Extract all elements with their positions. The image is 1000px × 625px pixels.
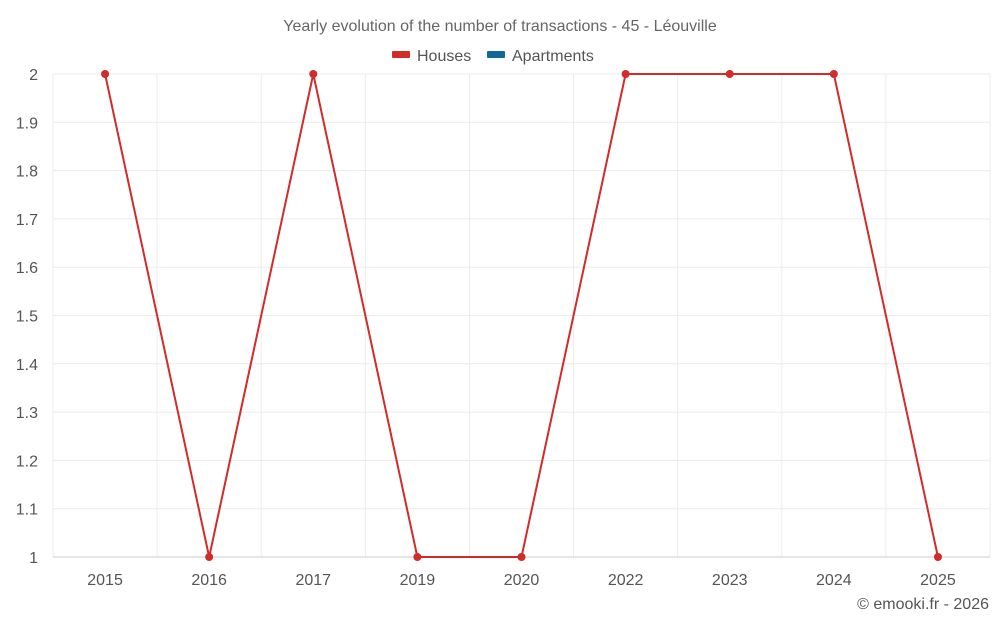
legend: Houses Apartments [392, 48, 594, 65]
legend-label-houses: Houses [417, 48, 471, 65]
y-tick-label: 1.2 [16, 453, 38, 470]
x-tick-label: 2020 [504, 572, 540, 589]
data-point-houses[interactable] [309, 70, 318, 78]
x-tick-label: 2022 [608, 572, 644, 589]
y-tick-label: 1.5 [16, 309, 38, 326]
y-tick-label: 1 [29, 550, 38, 567]
data-point-houses[interactable] [621, 70, 630, 78]
y-tick-label: 1.6 [16, 260, 38, 277]
data-point-houses[interactable] [413, 553, 422, 561]
legend-swatch-apartments [487, 51, 505, 58]
y-tick-label: 1.7 [16, 212, 38, 229]
credit-text: © emooki.fr - 2026 [857, 596, 989, 613]
data-point-houses[interactable] [101, 70, 110, 78]
axes: 1 1.1 1.2 1.3 1.4 1.5 1.6 1.7 1.8 1.9 2 2015 2016 201… [16, 67, 990, 589]
legend-swatch-houses [392, 51, 410, 58]
x-tick-label: 2017 [295, 572, 331, 589]
points-houses [101, 70, 942, 561]
chart-title: Yearly evolution of the number of transa… [283, 18, 717, 35]
x-tick-label: 2025 [920, 572, 956, 589]
y-tick-label: 1.9 [16, 115, 38, 132]
data-point-houses[interactable] [517, 553, 526, 561]
data-point-houses[interactable] [933, 553, 942, 561]
data-point-houses[interactable] [725, 70, 734, 78]
y-tick-label: 1.3 [16, 405, 38, 422]
data-point-houses[interactable] [205, 553, 214, 561]
y-tick-label: 2 [29, 67, 38, 84]
legend-item-apartments[interactable]: Apartments [487, 48, 594, 65]
x-tick-label: 2015 [87, 572, 123, 589]
legend-label-apartments: Apartments [512, 48, 594, 65]
x-tick-label: 2024 [816, 572, 852, 589]
x-tick-label: 2019 [400, 572, 436, 589]
legend-item-houses[interactable]: Houses [392, 48, 471, 65]
x-tick-label: 2016 [191, 572, 227, 589]
y-tick-label: 1.4 [16, 357, 38, 374]
y-tick-label: 1.8 [16, 164, 38, 181]
x-tick-label: 2023 [712, 572, 748, 589]
data-point-houses[interactable] [829, 70, 838, 78]
y-tick-label: 1.1 [16, 502, 38, 519]
